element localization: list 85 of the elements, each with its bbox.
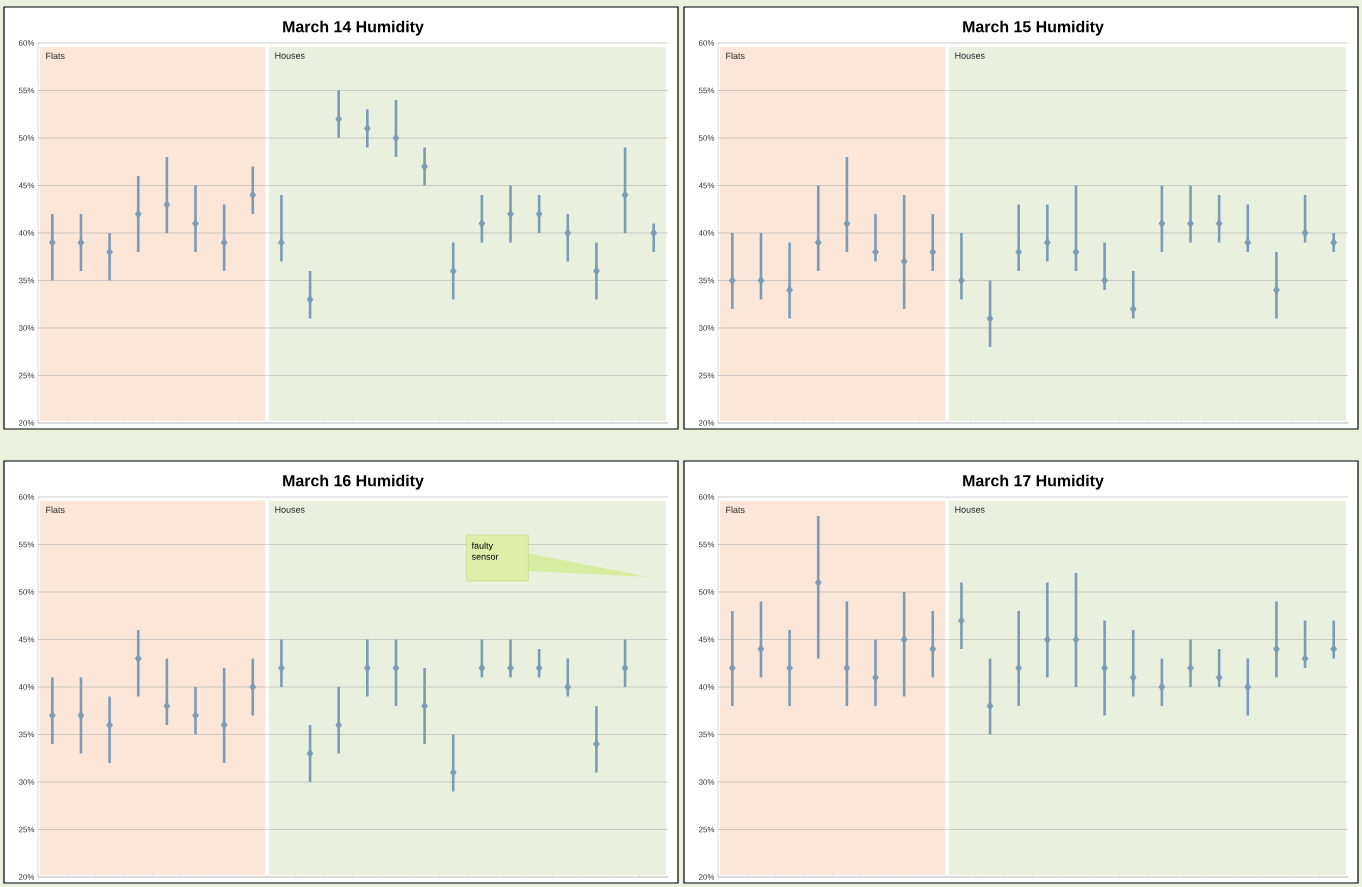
annotation: faulty sensor (471, 542, 499, 560)
point (728, 663, 736, 673)
point (1215, 673, 1223, 682)
point (134, 209, 142, 219)
point (192, 219, 199, 228)
point (929, 644, 937, 654)
point (1043, 635, 1051, 644)
point (335, 720, 343, 730)
point (872, 247, 879, 257)
point (220, 238, 228, 247)
annotation: Flats (46, 52, 65, 60)
point (1244, 238, 1252, 247)
point (843, 219, 851, 228)
annotation: Houses (955, 52, 985, 59)
point (1158, 219, 1166, 228)
point (814, 238, 822, 247)
point (77, 711, 85, 720)
point (1129, 673, 1137, 682)
point (478, 219, 486, 228)
point (48, 711, 56, 720)
point (507, 209, 514, 219)
point (363, 124, 371, 133)
point (106, 720, 113, 730)
point (593, 739, 600, 749)
point (1043, 238, 1051, 247)
point (48, 238, 56, 247)
point (786, 285, 793, 295)
point (872, 673, 879, 682)
point (1215, 219, 1223, 228)
point (786, 663, 793, 673)
point (1015, 663, 1023, 673)
point (929, 247, 937, 257)
point (1187, 219, 1194, 228)
point (728, 276, 736, 285)
annotation: Houses (275, 506, 305, 513)
point (958, 616, 965, 625)
point (1187, 663, 1194, 673)
chart-title: March 16 Humidity (283, 474, 424, 490)
point (363, 663, 371, 673)
point (1301, 654, 1309, 663)
point (507, 663, 514, 673)
point (163, 200, 171, 209)
point (421, 162, 428, 171)
point (421, 701, 428, 711)
point (449, 266, 457, 276)
chart-title: March 15 Humidity (963, 20, 1104, 36)
point (757, 276, 765, 285)
point (1129, 304, 1137, 314)
point (134, 654, 142, 663)
point (335, 114, 343, 124)
point (249, 190, 257, 200)
point (278, 663, 285, 673)
point (1330, 644, 1338, 654)
annotation: Houses (955, 506, 985, 513)
point (278, 238, 285, 247)
annotation: Houses (275, 52, 305, 59)
point (1330, 238, 1338, 247)
point (249, 682, 257, 692)
point (1101, 663, 1108, 673)
point (958, 276, 965, 285)
point (814, 578, 822, 587)
point (1244, 682, 1252, 692)
point (1015, 247, 1023, 257)
point (900, 635, 908, 644)
point (192, 711, 199, 720)
point (449, 768, 457, 777)
point (1101, 276, 1108, 285)
annotation: Flats (726, 52, 745, 60)
point (564, 682, 572, 692)
point (564, 228, 572, 238)
point (650, 228, 658, 238)
point (1072, 635, 1080, 644)
annotation: Flats (46, 506, 65, 514)
point (900, 257, 908, 266)
chart-title: March 14 Humidity (283, 20, 424, 36)
point (77, 238, 85, 247)
point (1273, 285, 1280, 295)
point (593, 266, 600, 276)
annotation: Flats (726, 506, 745, 514)
point (106, 247, 113, 257)
point (306, 749, 314, 758)
point (306, 295, 314, 304)
point (1273, 644, 1280, 654)
chart-title: March 17 Humidity (963, 474, 1104, 490)
point (986, 314, 994, 323)
